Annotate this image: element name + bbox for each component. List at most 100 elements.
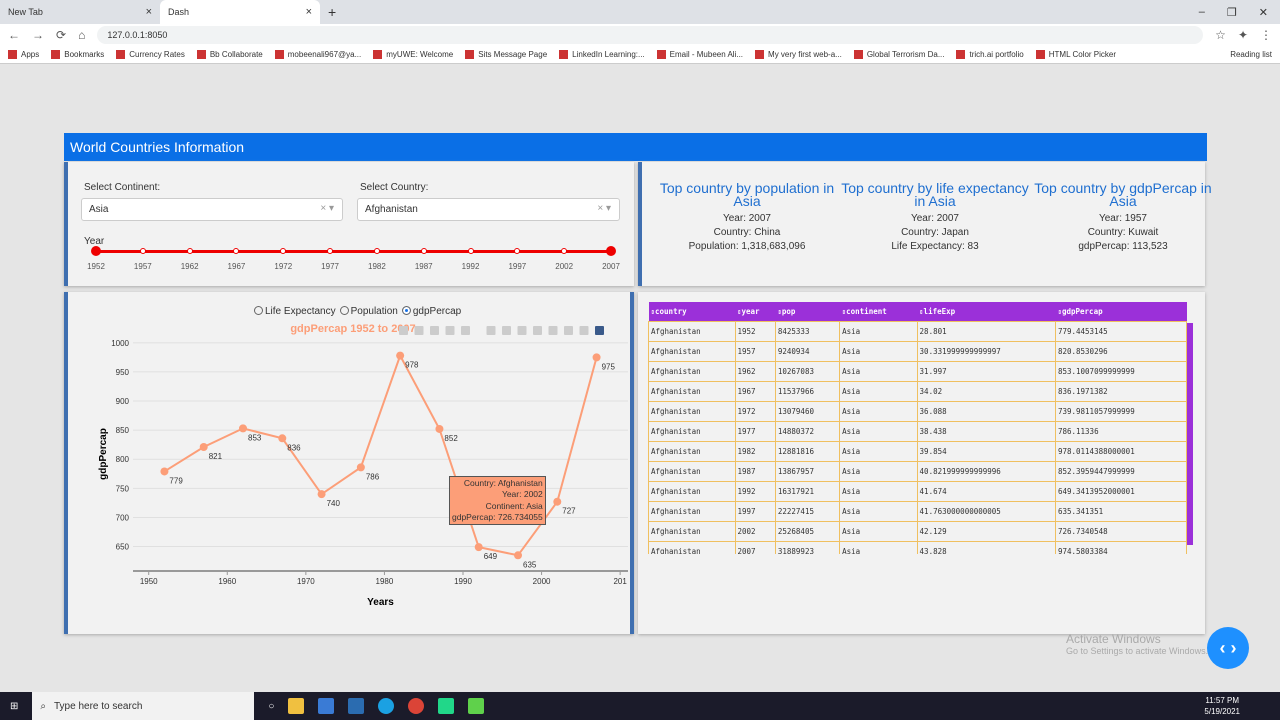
table-cell[interactable]: Afghanistan <box>648 500 736 522</box>
table-scrollbar[interactable] <box>1187 323 1193 545</box>
radio-icon[interactable] <box>254 306 263 315</box>
table-cell[interactable]: 36.088 <box>916 400 1056 422</box>
tab-new-tab[interactable]: New Tab × <box>8 6 152 18</box>
table-cell[interactable]: 853.1007099999999 <box>1054 360 1188 382</box>
clear-chevron-icon[interactable]: × ▾ <box>597 203 611 214</box>
slider-handle[interactable] <box>91 246 101 256</box>
column-header[interactable]: ⇕country <box>648 302 735 321</box>
table-cell[interactable]: Afghanistan <box>648 380 736 402</box>
column-header[interactable]: ⇕year <box>735 302 776 321</box>
table-cell[interactable]: Afghanistan <box>648 540 736 554</box>
table-cell[interactable]: 1957 <box>734 340 776 362</box>
table-cell[interactable]: Asia <box>839 440 918 462</box>
table-cell[interactable]: Asia <box>839 320 918 342</box>
pan-icon[interactable] <box>430 326 439 335</box>
cortana-icon[interactable]: ○ <box>268 700 275 712</box>
table-cell[interactable]: 40.821999999999996 <box>916 460 1056 482</box>
table-cell[interactable]: Asia <box>839 420 918 442</box>
table-cell[interactable]: 28.801 <box>916 320 1056 342</box>
star-icon[interactable]: ☆ <box>1215 28 1226 42</box>
table-cell[interactable]: 34.02 <box>916 380 1056 402</box>
reset-axes-icon[interactable] <box>533 326 542 335</box>
table-cell[interactable]: 12881816 <box>774 440 841 462</box>
table-cell[interactable]: 978.0114388000001 <box>1054 440 1188 462</box>
home-icon[interactable]: ⌂ <box>78 28 86 42</box>
table-cell[interactable]: Asia <box>839 460 918 482</box>
data-point[interactable] <box>553 497 562 506</box>
table-cell[interactable]: Asia <box>839 480 918 502</box>
table-cell[interactable]: 1997 <box>734 500 776 522</box>
back-icon[interactable]: ← <box>8 28 20 42</box>
table-cell[interactable]: 820.8530296 <box>1054 340 1188 362</box>
table-cell[interactable]: Afghanistan <box>648 340 736 362</box>
country-dropdown[interactable]: Afghanistan × ▾ <box>357 198 620 221</box>
table-cell[interactable]: 11537966 <box>774 380 841 402</box>
table-cell[interactable]: Afghanistan <box>648 480 736 502</box>
slider-handle[interactable] <box>606 246 616 256</box>
table-cell[interactable]: 836.1971382 <box>1054 380 1188 402</box>
bookmark-item[interactable]: Bookmarks <box>51 50 104 59</box>
table-cell[interactable]: 974.5803384 <box>1054 540 1188 554</box>
table-cell[interactable]: 739.9811057999999 <box>1054 400 1188 422</box>
continent-dropdown[interactable]: Asia × ▾ <box>81 198 343 221</box>
mail-icon[interactable] <box>348 698 365 714</box>
table-cell[interactable]: 1992 <box>734 480 776 502</box>
bookmark-item[interactable]: Email - Mubeen Ali... <box>656 50 743 59</box>
zoom-out-icon[interactable] <box>502 326 511 335</box>
new-tab-button[interactable]: + <box>328 4 337 20</box>
table-cell[interactable]: 25268405 <box>774 520 841 542</box>
zoom-in-icon[interactable] <box>486 326 496 335</box>
bookmark-item[interactable]: Apps <box>8 50 39 59</box>
table-cell[interactable]: 39.854 <box>916 440 1056 462</box>
table-cell[interactable]: 13079460 <box>774 400 841 422</box>
taskbar-search[interactable]: ⌕ Type here to search <box>32 692 255 720</box>
reload-icon[interactable]: ⟳ <box>56 28 67 42</box>
data-point[interactable] <box>160 467 169 476</box>
close-icon[interactable]: × <box>145 6 152 18</box>
radio-option[interactable]: Population <box>339 306 398 317</box>
menu-icon[interactable]: ⋮ <box>1260 28 1272 42</box>
chrome-icon[interactable] <box>408 698 425 714</box>
table-cell[interactable]: 1962 <box>734 360 776 382</box>
radio-icon[interactable] <box>401 306 411 315</box>
column-header[interactable]: ⇕lifeExp <box>917 302 1056 321</box>
table-cell[interactable]: Asia <box>839 380 918 402</box>
autoscale-icon[interactable] <box>517 326 527 335</box>
data-point[interactable] <box>199 443 208 452</box>
bookmark-item[interactable]: Currency Rates <box>116 50 185 59</box>
table-cell[interactable]: 1967 <box>734 380 776 402</box>
table-cell[interactable]: 38.438 <box>916 420 1056 442</box>
pycharm-icon[interactable] <box>438 698 455 714</box>
maximize-button[interactable]: ❐ <box>1226 6 1237 19</box>
bookmark-item[interactable]: mobeenali967@ya... <box>274 50 361 59</box>
url-input[interactable]: 127.0.0.1:8050 <box>97 26 1204 44</box>
table-cell[interactable]: 31889923 <box>774 540 841 554</box>
table-cell[interactable]: 635.341351 <box>1054 500 1188 522</box>
bookmark-item[interactable]: myUWE: Welcome <box>373 50 453 59</box>
data-point[interactable] <box>396 351 405 360</box>
table-cell[interactable]: 1987 <box>734 460 776 482</box>
table-cell[interactable]: 726.7340548 <box>1054 520 1188 542</box>
hover-compare-icon[interactable] <box>579 326 589 335</box>
zoom-icon[interactable] <box>414 326 424 335</box>
file-explorer-icon[interactable] <box>288 698 305 714</box>
table-cell[interactable]: Afghanistan <box>648 520 736 542</box>
radio-option[interactable]: gdpPercap <box>401 306 461 317</box>
table-cell[interactable]: 30.331999999999997 <box>916 340 1056 362</box>
table-cell[interactable]: Afghanistan <box>648 440 736 462</box>
table-cell[interactable]: Asia <box>839 340 918 362</box>
close-icon[interactable]: × <box>305 6 312 18</box>
table-cell[interactable]: Afghanistan <box>648 420 736 442</box>
table-cell[interactable]: 41.674 <box>916 480 1056 502</box>
table-cell[interactable]: 779.4453145 <box>1054 320 1188 342</box>
lasso-select-icon[interactable] <box>461 326 470 335</box>
table-cell[interactable]: 16317921 <box>774 480 841 502</box>
data-point[interactable] <box>435 424 444 433</box>
table-cell[interactable]: Asia <box>839 360 918 382</box>
close-window-button[interactable]: ✕ <box>1258 6 1268 19</box>
table-cell[interactable]: 42.129 <box>916 520 1056 542</box>
bookmark-item[interactable]: Sits Message Page <box>465 50 547 59</box>
year-slider[interactable] <box>91 246 616 256</box>
table-cell[interactable]: 1972 <box>734 400 776 422</box>
table-cell[interactable]: 10267083 <box>774 360 841 382</box>
